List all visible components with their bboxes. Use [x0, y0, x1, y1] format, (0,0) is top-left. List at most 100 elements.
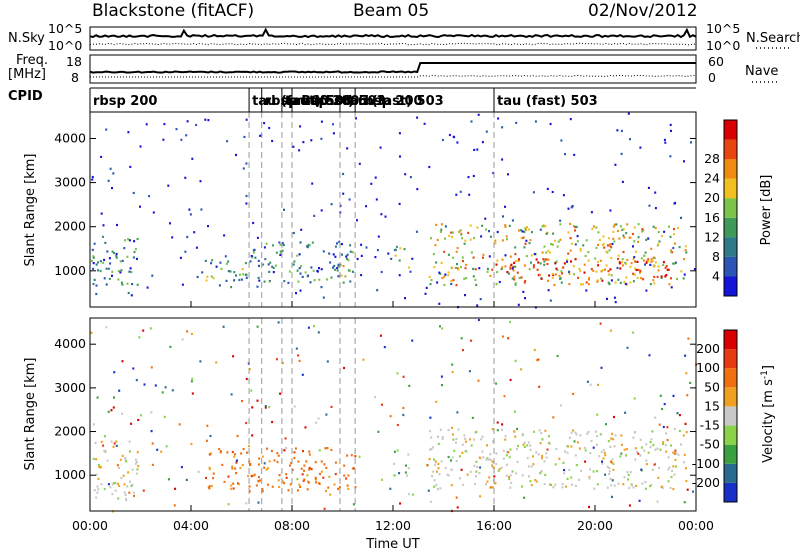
scatter-cell — [621, 228, 624, 231]
scatter-cell — [665, 265, 668, 268]
scatter-cell — [185, 134, 188, 137]
scatter-cell — [613, 484, 616, 487]
scatter-cell — [596, 435, 599, 438]
scatter-cell — [251, 256, 254, 259]
scatter-cell — [579, 434, 582, 437]
scatter-cell — [206, 439, 208, 442]
x-tick-label: 08:00 — [274, 518, 310, 533]
scatter-cell — [659, 448, 662, 451]
scatter-cell — [640, 277, 643, 280]
scatter-cell — [686, 488, 689, 491]
scatter-cell — [409, 176, 412, 179]
scatter-cell — [633, 397, 636, 400]
scatter-cell — [479, 495, 482, 498]
scatter-cell — [301, 275, 304, 278]
scatter-cell — [465, 450, 468, 453]
scatter-cell — [489, 274, 492, 277]
scatter-cell — [434, 244, 437, 247]
power-cpid-lines — [248, 112, 495, 307]
scatter-cell — [92, 457, 95, 460]
scatter-cell — [626, 223, 629, 226]
scatter-cell — [271, 265, 274, 268]
scatter-cell — [608, 244, 611, 247]
scatter-cell — [563, 262, 566, 265]
scatter-cell — [591, 228, 594, 231]
scatter-cell — [245, 421, 248, 425]
scatter-cell — [473, 438, 475, 441]
scatter-cell — [654, 416, 657, 419]
scatter-cell — [556, 354, 559, 358]
scatter-cell — [555, 273, 557, 276]
scatter-cell — [582, 283, 585, 286]
scatter-cell — [648, 204, 651, 207]
scatter-cell — [496, 421, 499, 424]
scatter-cell — [489, 235, 492, 238]
scatter-cell — [349, 250, 352, 253]
scatter-cell — [229, 270, 232, 273]
scatter-cell — [455, 441, 457, 444]
scatter-cell — [256, 399, 259, 402]
scatter-cell — [340, 274, 343, 277]
scatter-cell — [356, 219, 358, 222]
scatter-cell — [302, 450, 304, 453]
scatter-cell — [632, 245, 634, 248]
scatter-cell — [231, 465, 234, 468]
scatter-cell — [517, 303, 520, 306]
scatter-cell — [456, 141, 459, 144]
scatter-cell — [551, 276, 554, 279]
scatter-cell — [502, 457, 505, 460]
colorbar-swatch — [724, 425, 737, 445]
scatter-cell — [245, 118, 248, 121]
scatter-cell — [126, 485, 129, 488]
colorbar-tick-label: 200 — [696, 341, 720, 356]
scatter-cell — [678, 429, 681, 433]
colorbar-tick-label: 16 — [704, 210, 720, 225]
scatter-cell — [511, 267, 514, 270]
scatter-cell — [587, 430, 590, 434]
noise-panel: N.Sky 10^5 10^0 N.Search 10^5 10^0 — [8, 21, 800, 53]
scatter-cell — [452, 438, 455, 441]
scatter-cell — [111, 493, 114, 496]
scatter-cell — [136, 451, 139, 454]
scatter-cell — [654, 261, 657, 264]
scatter-cell — [195, 246, 198, 249]
scatter-cell — [119, 271, 122, 274]
scatter-cell — [489, 486, 492, 489]
scatter-cell — [602, 457, 605, 460]
scatter-cell — [678, 246, 681, 249]
scatter-cell — [650, 438, 653, 441]
scatter-cell — [563, 472, 566, 475]
scatter-cell — [377, 235, 380, 238]
scatter-cell — [673, 428, 676, 431]
velocity-cbar-label: Velocity [m s-1] — [760, 365, 776, 463]
scatter-cell — [619, 281, 622, 284]
scatter-cell — [97, 261, 99, 264]
scatter-cell — [433, 485, 436, 488]
scatter-cell — [162, 138, 165, 141]
scatter-cell — [281, 249, 284, 252]
scatter-cell — [322, 250, 325, 253]
scatter-cell — [683, 160, 685, 163]
scatter-cell — [528, 475, 530, 478]
freq-tick-top: 18 — [66, 54, 82, 69]
scatter-cell — [609, 477, 612, 480]
scatter-cell — [592, 225, 595, 228]
scatter-cell — [456, 411, 459, 414]
scatter-cell — [504, 435, 507, 438]
scatter-cell — [365, 205, 368, 208]
scatter-cell — [130, 271, 133, 274]
scatter-cell — [407, 493, 410, 496]
colorbar-swatch — [724, 349, 737, 369]
colorbar-swatch — [724, 237, 737, 257]
scatter-cell — [621, 264, 624, 267]
scatter-cell — [296, 478, 299, 481]
colorbar-swatch — [724, 198, 737, 218]
scatter-cell — [629, 138, 631, 141]
scatter-cell — [120, 269, 123, 272]
scatter-cell — [128, 270, 131, 273]
scatter-cell — [566, 445, 569, 448]
scatter-cell — [559, 219, 562, 222]
scatter-cell — [617, 482, 620, 485]
scatter-cell — [271, 485, 274, 488]
